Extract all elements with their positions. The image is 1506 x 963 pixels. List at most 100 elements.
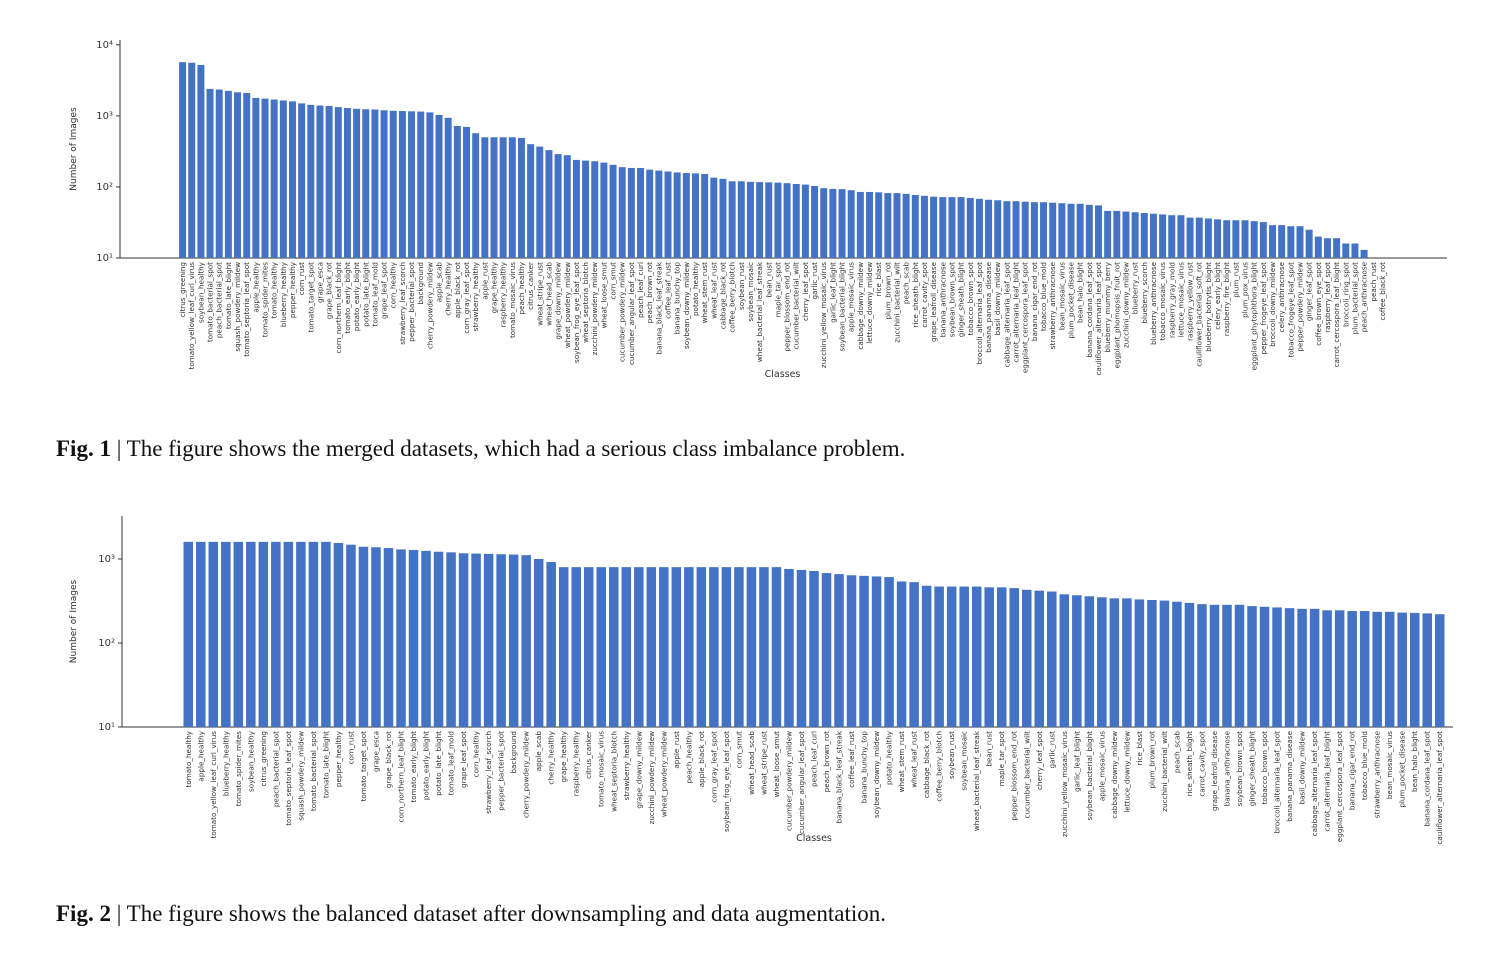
x-tick-label: background (509, 731, 518, 774)
bar (554, 154, 562, 258)
x-tick-label: banana_bunchy_top (673, 262, 682, 335)
x-tick-label: strawberry_leaf_scorch (484, 731, 493, 814)
bar (472, 133, 480, 258)
x-tick-label: grape_leafroll_disease (929, 261, 938, 342)
x-tick-label: grape_esca (315, 262, 324, 303)
x-tick-label: ginger_sheath_blight (957, 262, 966, 337)
bar (496, 554, 506, 727)
x-tick-label: zucchini_yellow_mosaic_virus (1060, 731, 1069, 837)
x-tick-label: raspberry_healthy (499, 261, 508, 327)
x-tick-label: pepper_powdery_mildew (1295, 262, 1304, 352)
bar (921, 585, 932, 727)
bar (536, 146, 544, 258)
caption-text: | The figure shows the merged datasets, … (116, 436, 906, 461)
x-tick-label: pepper_bacterial_spot (407, 262, 416, 342)
bar (1247, 606, 1257, 727)
x-tick-label: blueberry_healthy (279, 261, 288, 327)
bar (1021, 201, 1029, 258)
bar (1409, 612, 1420, 727)
x-tick-label: rice_blast (1135, 731, 1144, 766)
bar (1168, 215, 1176, 258)
bar (1232, 220, 1240, 258)
x-tick-label: cherry_healthy (444, 261, 453, 315)
bar (471, 553, 481, 727)
x-tick-label: coffee_brown_eye_spot (1314, 262, 1323, 346)
y-tick-label: 10² (96, 182, 113, 193)
x-tick-label: tomato_septoria_leaf_spot (242, 262, 251, 357)
bar (353, 108, 361, 258)
x-tick-label: grape_healthy (559, 730, 568, 782)
x-tick-label: strawberry_healthy (622, 730, 631, 800)
x-tick-label: peach_bacterial_spot (215, 262, 224, 338)
bar (1250, 221, 1258, 258)
bar (985, 199, 993, 258)
x-tick-label: grape_leafroll_disease (1210, 730, 1219, 811)
bar (710, 177, 718, 258)
x-tick-label: apple_mosaic_virus (847, 262, 856, 332)
bar (671, 567, 682, 727)
x-tick-label: raspberry_fire_blight (1222, 262, 1231, 336)
x-tick-label: tobacco_frogeye_leaf_spot (1286, 262, 1295, 358)
x-tick-label: broccoli_ring_spot (1341, 262, 1350, 327)
bar (1360, 249, 1368, 258)
x-tick-label: wheat_stripe_rust (759, 731, 768, 795)
bar (621, 567, 632, 727)
bar (792, 184, 800, 258)
bar (179, 62, 187, 258)
x-tick-label: bean_halo_blight (1410, 731, 1419, 792)
bar (499, 137, 507, 258)
bar (1149, 213, 1157, 258)
bar (1222, 604, 1232, 727)
x-tick-label: cauliflower_alternaria_leaf_spot (1435, 731, 1444, 845)
bar (1197, 604, 1207, 727)
bar (957, 197, 965, 258)
bar (490, 137, 498, 258)
x-tick-label: peach_brown_rot (822, 731, 831, 792)
x-tick-label: soybean_bacterial_blight (1085, 731, 1094, 821)
bar (1147, 600, 1157, 727)
bar (208, 541, 219, 727)
x-tick-label: plum_pocket_disease (1067, 261, 1076, 338)
bar (316, 105, 324, 259)
bar (289, 101, 296, 258)
bar (591, 161, 599, 258)
x-tick-label: ginger_sheath_blight (1248, 731, 1257, 806)
bar (820, 188, 828, 258)
x-tick-label: apple_mosaic_virus (1097, 731, 1106, 801)
bar (1359, 611, 1370, 727)
x-tick-label: wheat_powdery_mildew (563, 262, 572, 348)
bar (188, 62, 196, 259)
bar (946, 586, 957, 727)
x-tick-label: tomato_leaf_mold (370, 262, 379, 326)
x-tick-label: bean_rust (764, 262, 773, 298)
bar (1259, 222, 1267, 258)
x-tick-label: blueberry_rust (1131, 262, 1140, 314)
bar (765, 182, 773, 258)
x-tick-label: peach_healthy (684, 730, 693, 783)
bar (646, 567, 657, 727)
bar (1214, 219, 1222, 258)
bar (1122, 598, 1132, 727)
bar (1322, 610, 1332, 727)
x-tick-label: cabbage_downy_mildew (856, 262, 865, 350)
x-tick-label: tomato_bacterial_spot (309, 731, 318, 811)
x-axis-label: Classes (765, 369, 801, 380)
bar (811, 186, 819, 258)
bar (481, 137, 489, 258)
bar (333, 543, 344, 727)
bar (383, 548, 394, 727)
x-tick-label: cherry_healthy (547, 730, 556, 784)
bar (183, 541, 194, 727)
bar (1012, 201, 1020, 258)
x-tick-label: tobacco_blue_mold (1039, 262, 1048, 331)
x-tick-label: tomato_healthy (184, 730, 193, 787)
x-tick-label: banana_black_leaf_streak (835, 730, 844, 823)
bar (1209, 604, 1220, 727)
bar (934, 586, 944, 727)
caption-text: | The figure shows the balanced dataset … (116, 901, 887, 926)
bar (398, 111, 406, 258)
x-tick-label: potato_late_blight (361, 262, 370, 327)
x-tick-label: peach_anthracnose (1360, 261, 1369, 332)
